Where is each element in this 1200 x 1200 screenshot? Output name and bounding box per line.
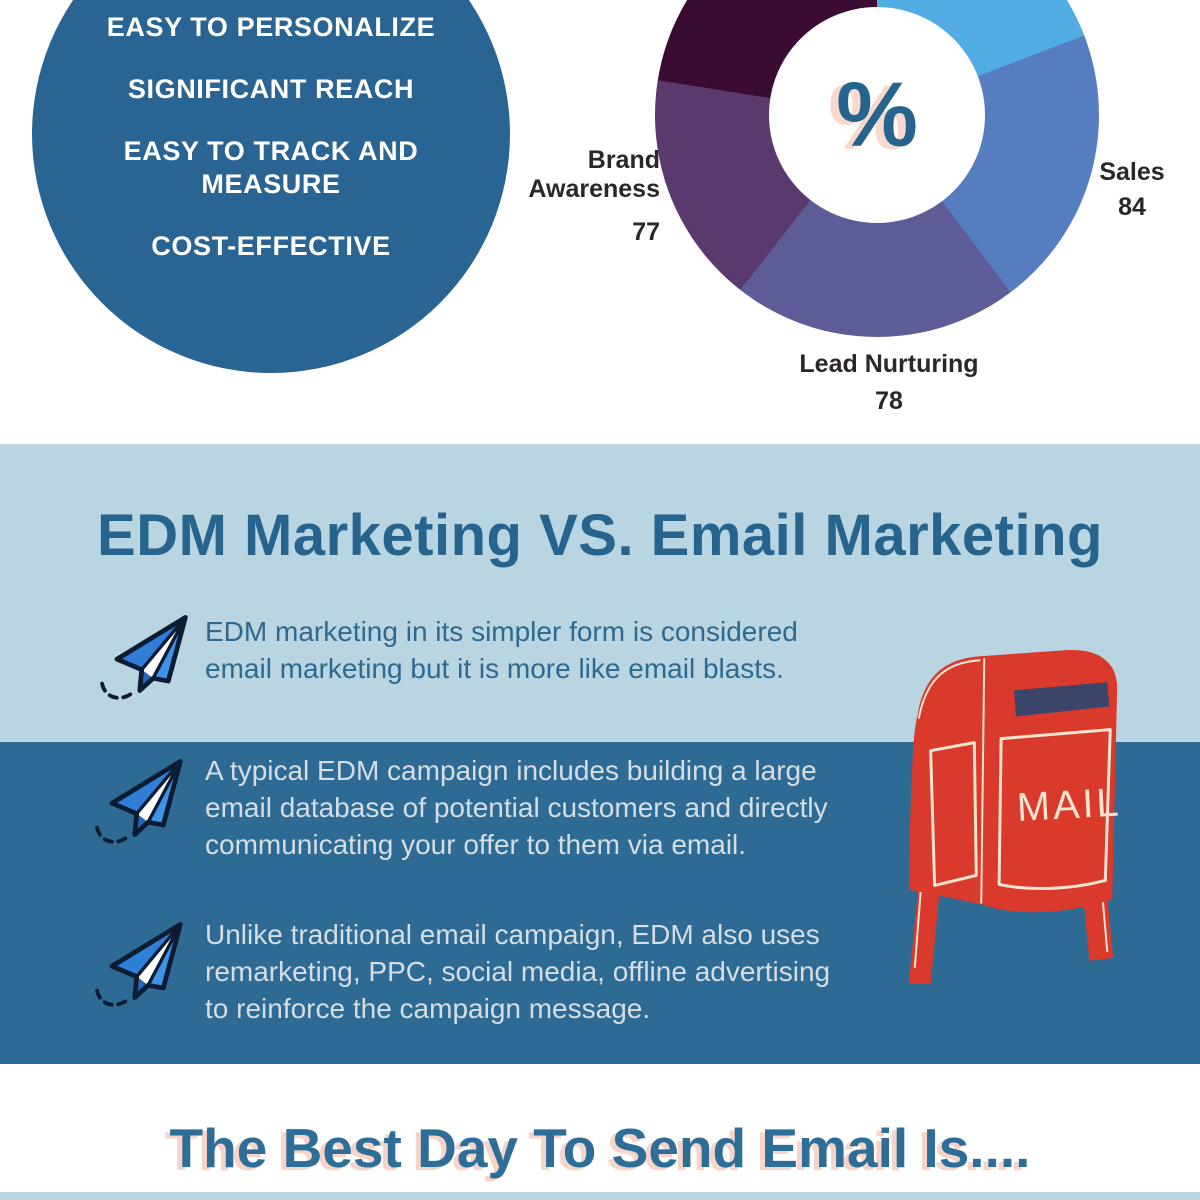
section-title: EDM Marketing VS. Email Marketing xyxy=(97,503,1103,568)
chart-label-text: Lead Nurturing xyxy=(799,350,979,378)
mailbox-mail-text: MAIL xyxy=(1016,780,1123,830)
bullet-text: Unlike traditional email campaign, EDM a… xyxy=(205,919,831,1025)
paper-plane-icon xyxy=(99,615,188,700)
bullet-text: EDM marketing in its simpler form is con… xyxy=(205,616,798,685)
donut-chart-hole: % xyxy=(769,7,985,223)
mail-slot xyxy=(1014,682,1110,717)
chart-label-sales: Sales 84 xyxy=(1072,158,1192,222)
paper-plane-icon xyxy=(94,922,183,1007)
bottom-light-strip xyxy=(0,1192,1200,1200)
chart-label-text: Sales xyxy=(1099,158,1165,186)
email-benefits-circle: EASY TO PERSONALIZE SIGNIFICANT REACH EA… xyxy=(32,0,510,373)
chart-label-value: 84 xyxy=(1118,193,1146,221)
mailbox-illustration: MAIL xyxy=(908,649,1123,984)
chart-label-brand-awareness: Brand Awareness 77 xyxy=(500,146,660,247)
benefit-item: EASY TO PERSONALIZE xyxy=(106,12,436,42)
benefit-item: COST-EFFECTIVE xyxy=(151,231,391,261)
bullet-text: A typical EDM campaign includes building… xyxy=(205,755,828,861)
chart-label-value: 77 xyxy=(632,218,660,246)
benefit-item: EASY TO TRACK AND MEASURE xyxy=(123,135,419,200)
chart-label-value: 78 xyxy=(875,387,903,415)
chart-label-text: Brand Awareness xyxy=(528,146,660,203)
benefit-item: SIGNIFICANT REACH xyxy=(127,73,415,104)
footer-heading: The Best Day To Send Email Is.... xyxy=(169,1117,1031,1179)
footer-white-band xyxy=(0,1064,1200,1192)
percent-symbol: % xyxy=(836,64,918,166)
chart-label-lead-nurturing: Lead Nurturing 78 xyxy=(759,350,1019,416)
paper-plane-icon xyxy=(94,759,183,844)
